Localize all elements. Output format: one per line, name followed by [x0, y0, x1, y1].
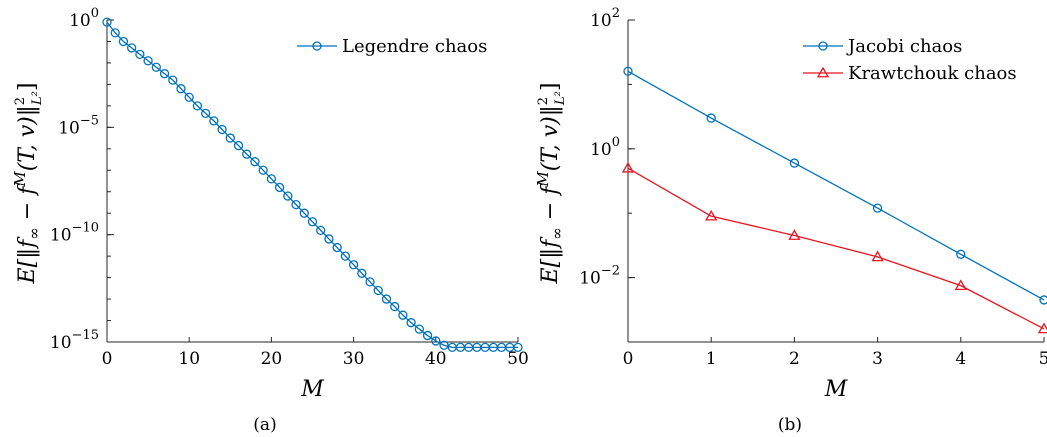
data-point [291, 199, 301, 210]
data-point [357, 268, 367, 278]
data-point [274, 182, 285, 193]
y-tick-label: 10−5 [58, 113, 99, 138]
panel-a: 0 10 20 30 40 50 100 10−5 10−10 10−15 M E[‖f∞ − fM(… [11, 6, 529, 435]
x-axis-label: M [824, 377, 848, 402]
x-tick-label: 4 [955, 349, 966, 369]
data-point [242, 149, 252, 159]
data-point [871, 250, 884, 262]
y-tick-label: 100 [590, 135, 620, 160]
data-point [324, 234, 334, 244]
data-point [200, 108, 211, 119]
data-point [266, 174, 277, 184]
data-point [135, 49, 145, 59]
data-point [1039, 295, 1047, 305]
data-point [217, 124, 227, 135]
data-point [299, 208, 309, 218]
legend-marker [818, 41, 828, 51]
x-tick-label: 2 [789, 349, 800, 369]
data-point [348, 260, 359, 270]
x-tick-label: 1 [706, 349, 717, 369]
data-point [209, 116, 219, 126]
data-point [513, 342, 523, 353]
data-point [118, 36, 129, 47]
data-point [621, 161, 635, 173]
data-point [110, 28, 120, 38]
data-point [250, 157, 260, 167]
series-line-0 [627, 70, 1045, 301]
data-point [332, 242, 342, 253]
x-tick-label: 5 [1039, 349, 1047, 369]
data-point [431, 336, 441, 346]
y-axis-label-text: E[‖f∞ − fM(T, v)‖2 L²] [11, 83, 45, 285]
data-point [316, 225, 326, 236]
legend-marker [312, 41, 322, 51]
y-axis-label: E[‖f∞ − fM(T, v)‖2 L²] [11, 83, 45, 285]
data-point [307, 217, 318, 227]
y-tick-label: 10−10 [50, 221, 99, 246]
data-point [168, 75, 178, 85]
data-point [439, 340, 449, 350]
x-tick-label: 10 [178, 349, 200, 369]
data-point [365, 277, 375, 287]
x-tick-label: 3 [872, 349, 883, 369]
data-point [102, 17, 112, 27]
data-point [192, 101, 203, 111]
data-point [143, 56, 153, 66]
data-point [127, 43, 137, 53]
data-point [954, 279, 967, 291]
series-line-1 [627, 167, 1045, 330]
data-point [390, 301, 400, 312]
data-point [422, 330, 433, 341]
x-tick-label: 40 [425, 349, 447, 369]
y-tick-label: 10−15 [50, 328, 99, 353]
data-point [872, 203, 883, 213]
data-point [706, 113, 716, 123]
x-tick-label: 20 [261, 349, 283, 369]
y-axis-label-text: E[‖f∞ − fM(T, v)‖2 L²] [534, 83, 568, 285]
data-point [381, 294, 392, 304]
legend-label: Jacobi chaos [846, 36, 962, 57]
data-point [233, 140, 244, 151]
panel-caption: (b) [778, 415, 802, 435]
x-axis-label: M [300, 377, 324, 402]
data-point [956, 249, 966, 259]
data-point [373, 285, 383, 296]
legend-marker [816, 66, 830, 78]
data-point [340, 251, 351, 261]
data-point [258, 165, 268, 175]
x-tick-label: 30 [343, 349, 365, 369]
data-point [151, 62, 161, 72]
data-point [283, 191, 293, 201]
series-line-0 [106, 21, 518, 349]
y-tick-label: 100 [69, 6, 99, 31]
panel-caption: (a) [253, 415, 276, 435]
data-point [788, 229, 801, 240]
legend-label: Legendre chaos [342, 36, 487, 57]
x-tick-label: 0 [102, 349, 113, 369]
x-tick-label: 50 [507, 349, 529, 369]
y-tick-label: 102 [590, 6, 620, 31]
data-point [176, 84, 186, 94]
y-tick-label: 10−2 [579, 264, 620, 289]
data-point [789, 158, 800, 168]
y-axis-label: E[‖f∞ − fM(T, v)‖2 L²] [534, 83, 568, 285]
data-point [623, 66, 633, 76]
legend-label: Krawtchouk chaos [848, 63, 1017, 84]
data-point [159, 69, 170, 79]
data-point [225, 133, 235, 143]
panel-b: 0 1 2 3 4 5 102 100 10−2 M E[‖f∞ − fM(T, v)‖2 L²] (b… [534, 6, 1047, 435]
data-point [705, 209, 718, 221]
data-point [184, 92, 194, 102]
data-point [398, 310, 408, 320]
x-tick-label: 0 [623, 349, 634, 369]
data-point [414, 324, 425, 334]
data-point [406, 318, 416, 328]
